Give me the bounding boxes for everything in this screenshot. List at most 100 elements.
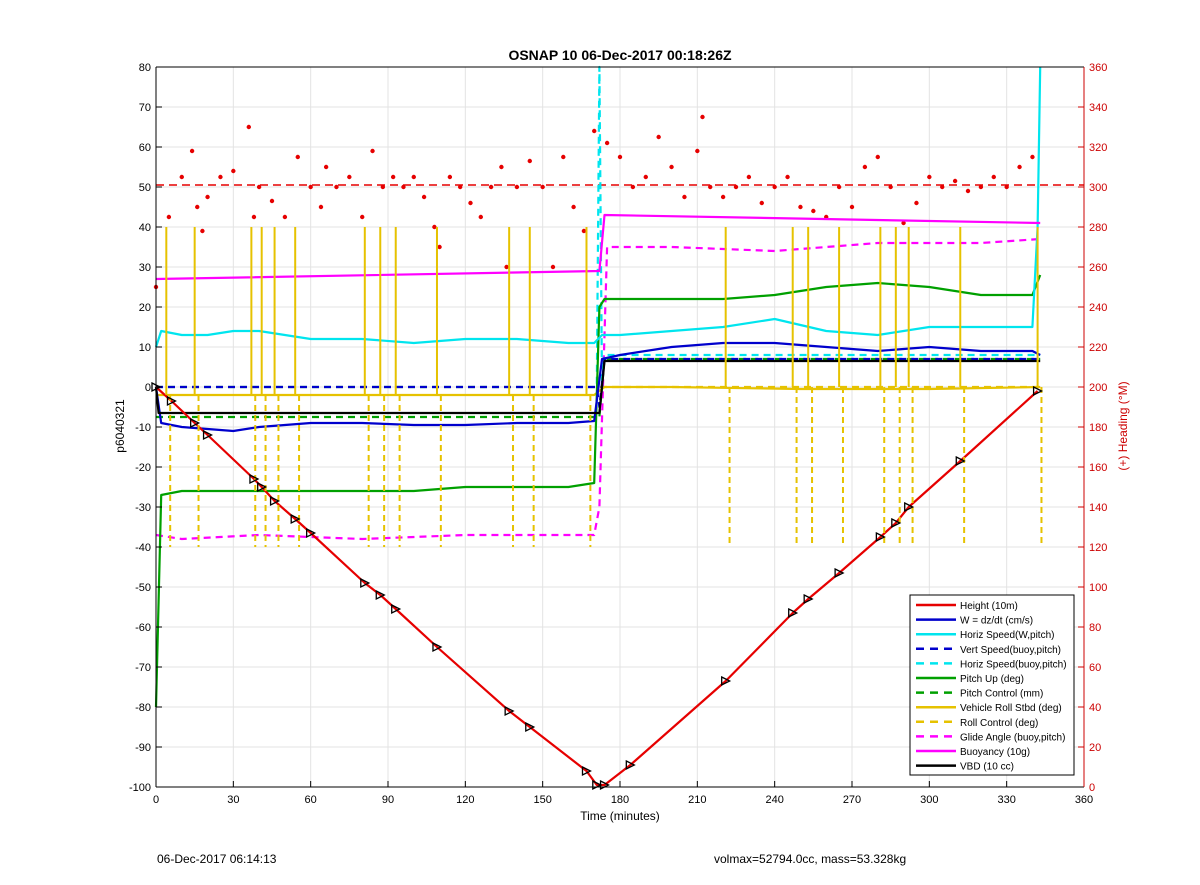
legend-box	[909, 594, 1075, 776]
legend: Height (10m) W = dz/dt (cm/s) Horiz Speed(…	[909, 594, 1075, 776]
y-tick-label-left: -40	[135, 542, 151, 554]
heading-point	[514, 184, 520, 190]
height-marker	[803, 593, 814, 605]
heading-point	[656, 134, 661, 140]
legend-label: VBD (10 cc)	[960, 762, 1014, 773]
y-tick-label-left: -20	[135, 462, 151, 474]
series-w-dz-dt-cm-s	[154, 341, 1041, 433]
x-tick-label: 270	[843, 794, 861, 806]
heading-point	[370, 148, 375, 154]
y-tick-label-right: 240	[1089, 302, 1107, 314]
heading-point	[246, 124, 251, 130]
heading-point	[457, 184, 463, 190]
height-marker	[904, 501, 915, 513]
heading-point	[401, 184, 406, 190]
heading-point	[940, 184, 945, 190]
heading-point	[360, 214, 365, 220]
y-tick-label-left: -100	[129, 782, 151, 794]
heading-point	[785, 174, 790, 180]
legend-label: W = dz/dt (cm/s)	[960, 616, 1033, 627]
y-tick-label-left: -60	[135, 622, 151, 634]
heading-point	[468, 200, 473, 206]
heading-point	[592, 128, 597, 134]
x-tick-label: 150	[533, 794, 551, 806]
y-tick-label-left: 80	[139, 62, 151, 74]
legend-label: Vert Speed(buoy,pitch)	[960, 645, 1061, 656]
heading-point	[746, 174, 752, 180]
heading-point	[421, 194, 427, 200]
heading-point	[540, 184, 545, 190]
heading-point	[733, 184, 739, 190]
heading-point	[965, 188, 971, 194]
heading-point	[318, 204, 324, 210]
heading-point	[380, 184, 386, 190]
heading-point	[836, 184, 842, 190]
y-tick-label-right: 60	[1089, 662, 1101, 674]
height-marker	[891, 517, 902, 529]
legend-label: Pitch Up (deg)	[960, 674, 1024, 685]
y-tick-label-left: -30	[135, 502, 151, 514]
heading-point	[256, 184, 262, 190]
height-marker	[375, 589, 386, 601]
height-marker	[190, 417, 201, 429]
y-tick-label-right: 180	[1089, 422, 1107, 434]
height-marker	[581, 765, 592, 777]
heading-point	[617, 154, 623, 160]
heading-point	[282, 214, 288, 220]
heading-point	[488, 184, 494, 190]
heading-point	[571, 204, 576, 210]
height-marker	[625, 759, 636, 771]
height-marker	[257, 481, 268, 493]
heading-point	[862, 164, 868, 170]
height-marker	[788, 607, 799, 619]
footer-volmax: volmax=52794.0cc, mass=53.328kg	[714, 852, 907, 866]
y-tick-label-right: 200	[1089, 382, 1107, 394]
heading-point	[200, 228, 205, 234]
heading-point	[504, 264, 509, 270]
y-tick-label-left: -10	[135, 422, 151, 434]
heading-point	[478, 214, 483, 220]
heading-point	[772, 184, 777, 190]
heading-point	[1030, 154, 1035, 160]
y-tick-label-right: 80	[1089, 622, 1101, 634]
heading-point	[927, 174, 932, 180]
heading-point	[432, 224, 437, 230]
heading-point	[978, 184, 984, 190]
x-tick-label: 0	[153, 794, 159, 806]
heading-point	[205, 194, 210, 200]
heading-point	[323, 164, 329, 170]
heading-point	[390, 174, 396, 180]
height-marker	[269, 495, 281, 507]
heading-point	[604, 140, 610, 146]
y-tick-label-right: 20	[1089, 742, 1101, 754]
series-horiz-speed-w-pitch	[154, 66, 1042, 348]
x-tick-label: 60	[305, 794, 317, 806]
heading-point	[798, 204, 803, 210]
heading-point	[218, 174, 223, 180]
height-marker	[432, 641, 443, 653]
y-tick-label-left: 50	[139, 182, 151, 194]
heading-point	[499, 164, 504, 170]
y-tick-label-right: 360	[1089, 62, 1107, 74]
legend-label: Horiz Speed(buoy,pitch)	[960, 659, 1067, 670]
y-tick-label-right: 320	[1089, 142, 1107, 154]
y-tick-label-left: 60	[139, 142, 151, 154]
heading-point	[1004, 184, 1009, 190]
y-tick-label-right: 140	[1089, 502, 1107, 514]
y-tick-label-right: 100	[1089, 582, 1107, 594]
height-marker	[249, 473, 260, 485]
heading-point	[1017, 164, 1022, 170]
heading-point	[888, 184, 893, 190]
heading-point	[914, 200, 919, 206]
x-tick-label: 330	[997, 794, 1015, 806]
heading-point	[811, 208, 816, 214]
y-tick-label-left: -70	[135, 662, 151, 674]
series-buoyancy-10g	[155, 213, 1041, 281]
heading-point	[581, 228, 587, 234]
y-tick-label-right: 300	[1089, 182, 1107, 194]
x-tick-label: 360	[1075, 794, 1093, 806]
legend-label: Pitch Control (mm)	[960, 689, 1043, 700]
x-tick-label: 180	[611, 794, 629, 806]
heading-point	[251, 214, 257, 220]
heading-point	[952, 178, 958, 184]
